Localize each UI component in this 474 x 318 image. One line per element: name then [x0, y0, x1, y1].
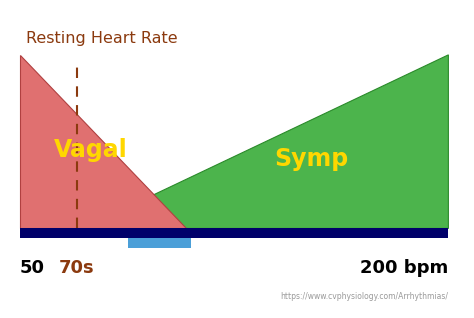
- Text: 70s: 70s: [59, 259, 95, 277]
- Text: https://www.cvphysiology.com/Arrhythmias/: https://www.cvphysiology.com/Arrhythmias…: [281, 292, 448, 301]
- Text: Vagal: Vagal: [54, 138, 128, 162]
- Text: Resting Heart Rate: Resting Heart Rate: [26, 31, 177, 46]
- Bar: [128, 238, 191, 247]
- Text: 50: 50: [20, 259, 45, 277]
- Polygon shape: [20, 55, 186, 228]
- Polygon shape: [83, 55, 448, 228]
- Text: Symp: Symp: [274, 147, 348, 171]
- Bar: [20, 228, 448, 238]
- Text: 200 bpm: 200 bpm: [360, 259, 448, 277]
